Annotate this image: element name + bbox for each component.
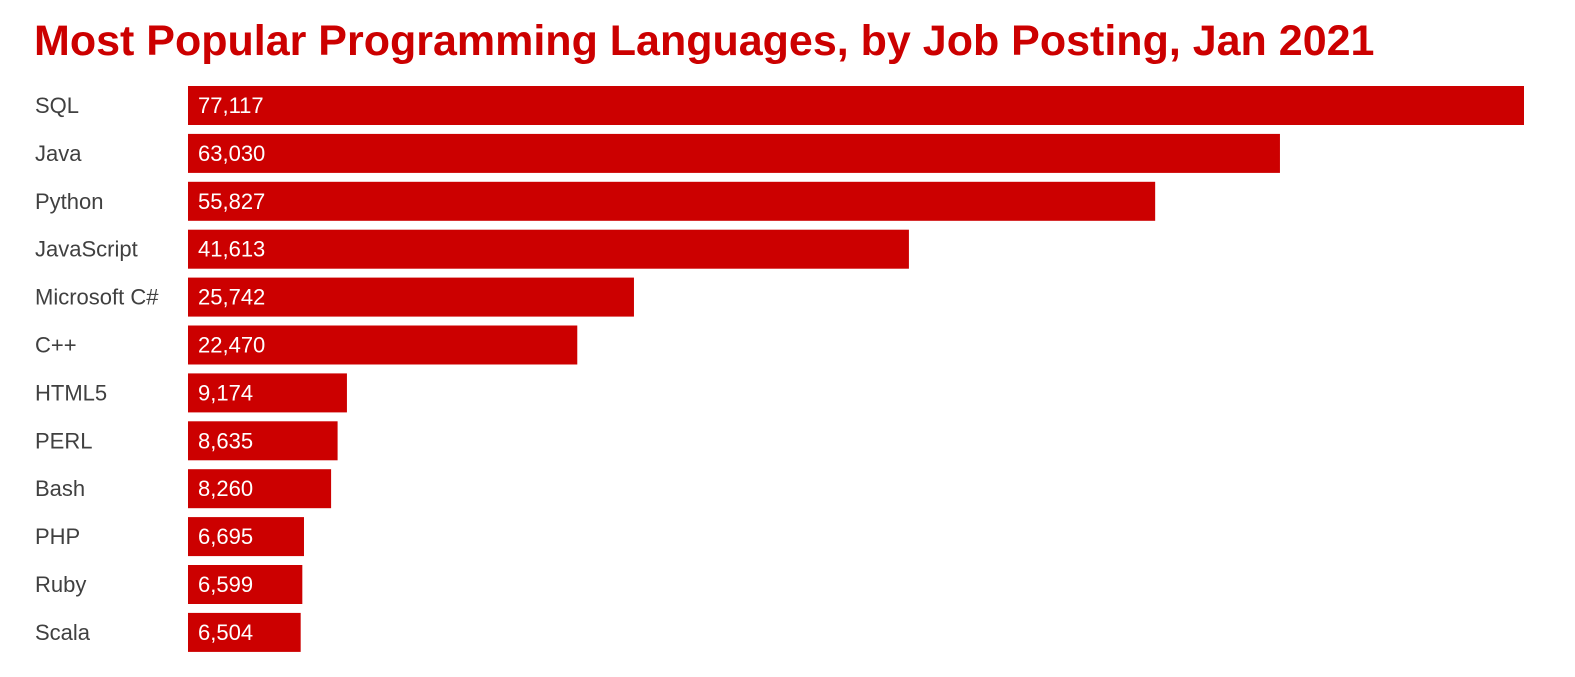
value-label: 6,695 (198, 524, 253, 549)
value-label: 63,030 (198, 141, 265, 166)
category-label: PHP (35, 524, 80, 549)
category-label: Scala (35, 620, 91, 645)
value-label: 41,613 (198, 237, 265, 262)
category-label: Python (35, 189, 104, 214)
category-label: Bash (35, 476, 85, 501)
bar (188, 517, 304, 557)
bar (188, 86, 1524, 125)
bar (188, 469, 332, 509)
bar (188, 277, 634, 317)
bar (188, 373, 347, 413)
value-label: 6,504 (198, 620, 253, 645)
bar (188, 325, 578, 365)
value-label: 25,742 (198, 285, 265, 310)
category-label: HTML5 (35, 380, 107, 405)
value-label: 8,635 (198, 428, 253, 453)
bar (188, 133, 1280, 173)
value-label: 6,599 (198, 572, 253, 597)
bar (188, 421, 338, 461)
value-label: 9,174 (198, 380, 253, 405)
value-label: 22,470 (198, 333, 265, 358)
category-label: PERL (35, 428, 92, 453)
bar (188, 565, 303, 604)
bar (188, 229, 909, 269)
value-label: 55,827 (198, 189, 265, 214)
value-label: 8,260 (198, 476, 253, 501)
category-label: Microsoft C# (35, 285, 159, 310)
chart-title: Most Popular Programming Languages, by J… (34, 17, 1375, 65)
category-label: JavaScript (35, 237, 138, 262)
value-label: 77,117 (198, 93, 264, 118)
category-label: C++ (35, 333, 77, 358)
bar (188, 612, 301, 652)
category-label: Ruby (35, 572, 86, 597)
bar (188, 181, 1156, 221)
category-label: SQL (35, 93, 79, 118)
category-label: Java (35, 141, 82, 166)
